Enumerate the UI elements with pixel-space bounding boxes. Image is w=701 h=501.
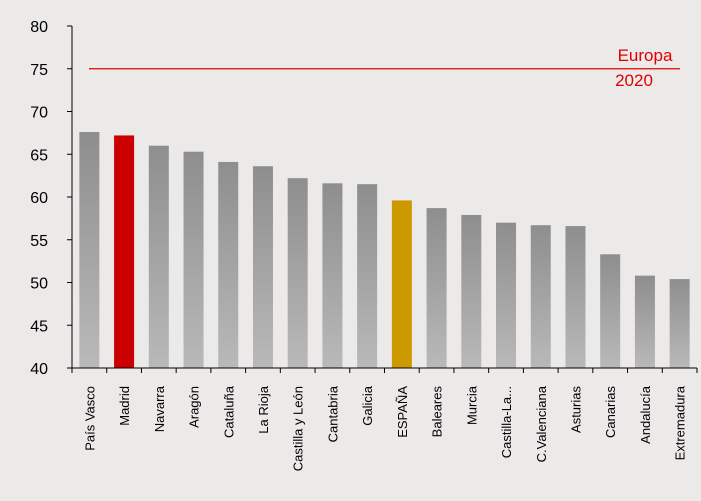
x-tick-label: Andalucía [638,385,653,444]
bar-andalucía [634,275,655,368]
x-tick-label: Cantabria [325,385,340,442]
bar-madrid [114,135,135,368]
x-tick-label: Galicia [360,385,375,426]
y-tick-label: 50 [30,276,48,293]
bar-canarias [600,254,621,368]
bar-castilla-la [496,222,517,368]
x-tick-label: Baleares [430,386,445,438]
bar-españa [391,200,412,368]
x-tick-label: ESPAÑA [395,386,410,438]
x-tick-label: Canarias [603,386,618,439]
target-label-line2: 2020 [615,71,653,90]
x-tick-label: La Rioja [256,385,271,433]
x-tick-label: Castilla-La... [499,386,514,458]
bar-baleares [426,208,447,368]
x-tick-label: Murcia [464,385,479,425]
y-tick-label: 75 [30,62,48,79]
x-tick-label: Cataluña [221,385,236,438]
bar-extremadura [669,279,690,368]
bar-murcia [461,214,482,368]
x-tick-label: Asturias [568,386,583,433]
x-tick-label: Navarra [152,385,167,432]
x-tick-label: Castilla y León [291,386,306,471]
y-tick-label: 70 [30,105,48,122]
target-label-line1: Europa [618,46,673,65]
y-tick-label: 45 [30,318,48,335]
bar-cataluña [218,161,239,368]
x-tick-label: C.Valenciana [534,385,549,462]
x-tick-label: Madrid [117,386,132,426]
bar-asturias [565,226,586,368]
y-tick-label: 60 [30,190,48,207]
x-tick-label: País Vasco [82,386,97,451]
bar-c-valenciana [530,225,551,368]
bar-navarra [148,145,169,368]
y-tick-label: 40 [30,361,48,378]
bar-país-vasco [79,132,100,368]
bars [79,132,690,368]
y-tick-label: 80 [30,19,48,36]
bar-galicia [357,184,378,368]
y-axis-ticks: 40 45 50 55 60 65 70 75 80 [30,19,72,378]
x-axis-labels: País Vasco Madrid Navarra Aragón Cataluña La … [71,368,698,471]
x-tick-label: Extremadura [673,385,688,460]
bar-cantabria [322,183,343,368]
y-tick-label: 55 [30,233,48,250]
x-tick-label: Aragón [187,386,202,428]
y-tick-label: 65 [30,147,48,164]
bar-castilla-y-león [287,178,308,368]
bar-la-rioja [252,166,273,368]
bar-aragón [183,151,204,368]
europa-2020-target: Europa 2020 [89,46,680,90]
